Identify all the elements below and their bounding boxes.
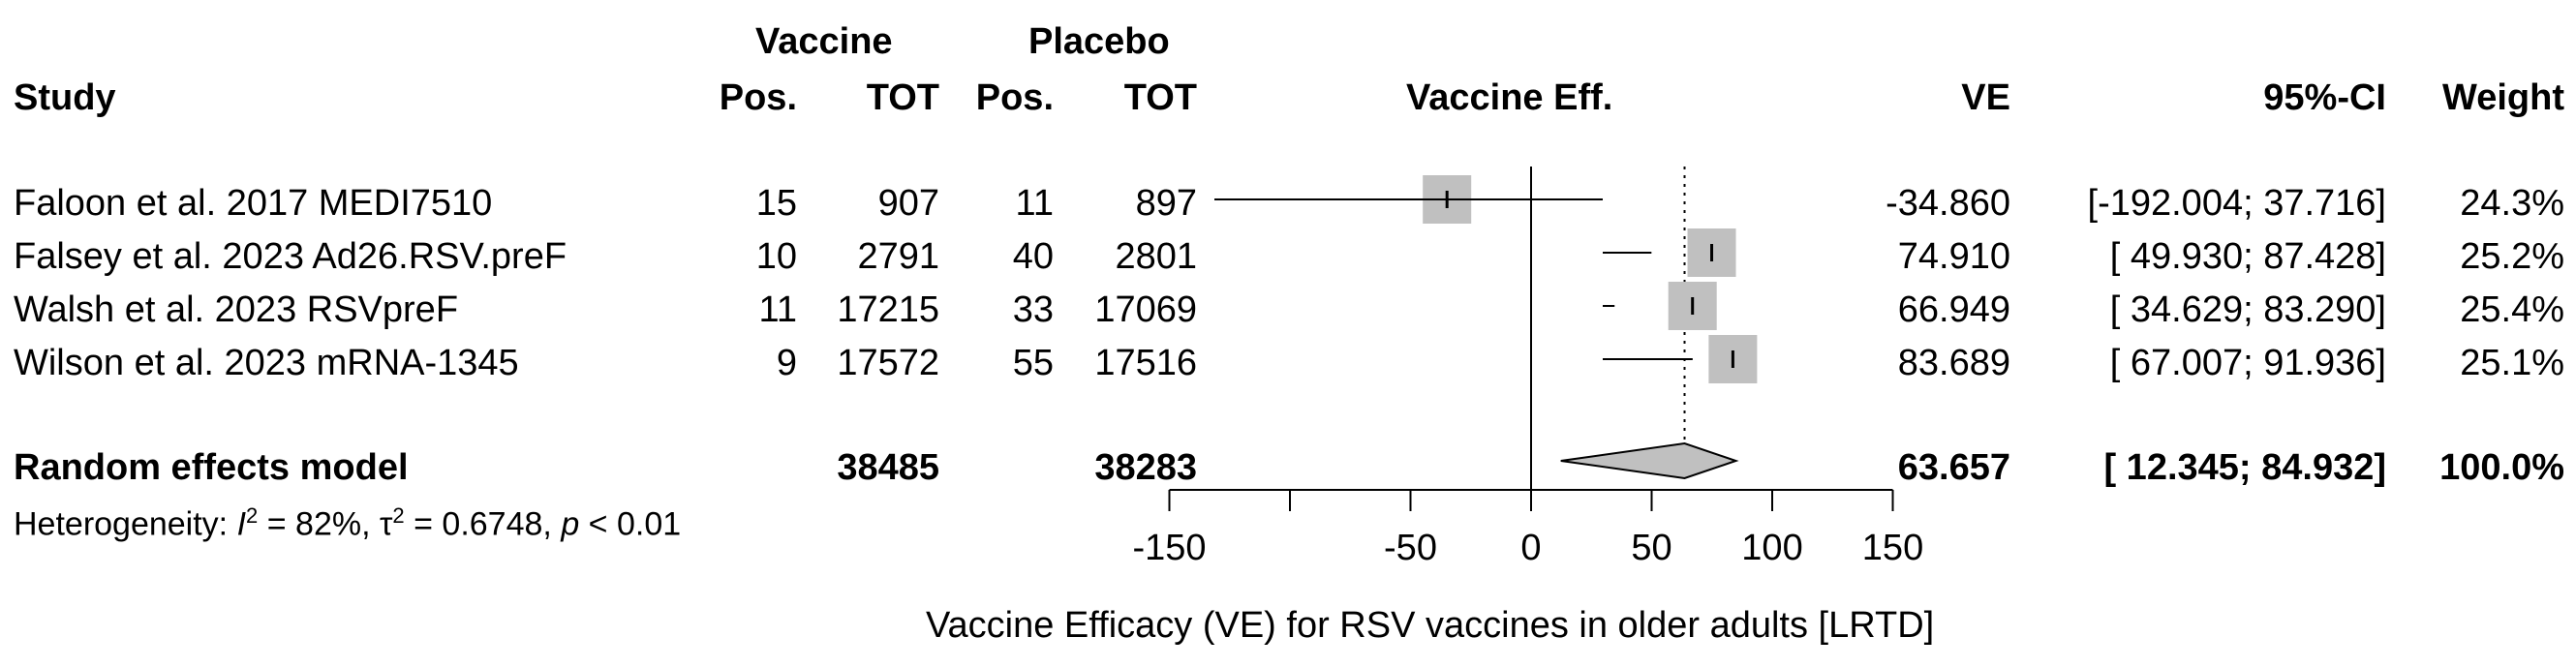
tau-value: = 0.6748,	[404, 505, 562, 543]
i2-value: = 82%, τ	[258, 505, 393, 543]
vaccine-tot: 907	[877, 183, 939, 224]
ve-header: VE	[1961, 77, 2010, 118]
weight-value: 25.1%	[2460, 343, 2564, 383]
study-name: Falsey et al. 2023 Ad26.RSV.preF	[14, 236, 567, 277]
placebo-tot-header: TOT	[1123, 77, 1197, 118]
weight-header: Weight	[2442, 77, 2564, 118]
pooled-ci: [ 12.345; 84.932]	[2103, 447, 2386, 488]
vaccine-tot: 17215	[837, 289, 939, 330]
vaccine-pos: 15	[755, 183, 797, 224]
placebo-pos-header: Pos.	[975, 77, 1054, 118]
study-name: Walsh et al. 2023 RSVpreF	[14, 289, 459, 330]
vaccine-pos: 9	[776, 343, 797, 383]
i2-symbol: I	[236, 505, 247, 543]
heterogeneity-prefix: Heterogeneity:	[14, 505, 237, 543]
weight-value: 25.2%	[2460, 236, 2564, 277]
x-tick-label: 50	[1631, 528, 1671, 568]
pooled-placebo-tot: 38283	[1094, 447, 1197, 488]
ci-value: [ 67.007; 91.936]	[2109, 343, 2386, 383]
vaccine-tot: 2791	[857, 236, 939, 277]
placebo-group-header: Placebo	[1028, 21, 1170, 62]
vaccine-pos: 10	[755, 236, 797, 277]
heterogeneity-text: Heterogeneity: I2 = 82%, τ2 = 0.6748, p …	[14, 503, 682, 543]
ve-value: 66.949	[1897, 289, 2010, 330]
placebo-pos: 33	[1012, 289, 1054, 330]
ci-value: [-192.004; 37.716]	[2087, 183, 2386, 224]
study-name: Wilson et al. 2023 mRNA-1345	[14, 343, 519, 383]
placebo-pos: 40	[1012, 236, 1054, 277]
placebo-tot: 2801	[1115, 236, 1197, 277]
plot-header: Vaccine Eff.	[1406, 77, 1613, 118]
x-tick-label: 150	[1862, 528, 1923, 568]
weight-value: 24.3%	[2460, 183, 2564, 224]
pooled-diamond	[1560, 441, 1739, 480]
vaccine-pos: 11	[758, 289, 797, 330]
placebo-pos: 11	[1015, 183, 1054, 224]
ci-value: [ 49.930; 87.428]	[2109, 236, 2386, 277]
ve-value: 83.689	[1897, 343, 2010, 383]
p-symbol: p	[561, 505, 580, 543]
p-value: < 0.01	[579, 505, 682, 543]
x-tick-label: -150	[1132, 528, 1206, 568]
vaccine-pos-header: Pos.	[719, 77, 797, 118]
ci-value: [ 34.629; 83.290]	[2109, 289, 2386, 330]
study-header: Study	[14, 77, 116, 118]
placebo-tot: 17069	[1094, 289, 1197, 330]
pooled-name: Random effects model	[14, 447, 409, 488]
x-axis-label: Vaccine Efficacy (VE) for RSV vaccines i…	[926, 605, 1935, 646]
ve-value: -34.860	[1886, 183, 2010, 224]
vaccine-tot-header: TOT	[866, 77, 939, 118]
pooled-ve: 63.657	[1897, 447, 2010, 488]
ve-value: 74.910	[1897, 236, 2010, 277]
vaccine-tot: 17572	[837, 343, 939, 383]
placebo-tot: 897	[1135, 183, 1197, 224]
weight-value: 25.4%	[2460, 289, 2564, 330]
study-name: Faloon et al. 2017 MEDI7510	[14, 183, 493, 224]
x-tick-label: -50	[1384, 528, 1437, 568]
vaccine-group-header: Vaccine	[755, 21, 893, 62]
x-tick-label: 100	[1741, 528, 1802, 568]
pooled-weight: 100.0%	[2439, 447, 2564, 488]
pooled-vaccine-tot: 38485	[837, 447, 939, 488]
placebo-tot: 17516	[1094, 343, 1197, 383]
tau-superscript: 2	[392, 503, 405, 528]
placebo-pos: 55	[1012, 343, 1054, 383]
x-tick-label: 0	[1520, 528, 1541, 568]
i2-superscript: 2	[246, 503, 259, 528]
ci-header: 95%-CI	[2263, 77, 2386, 118]
